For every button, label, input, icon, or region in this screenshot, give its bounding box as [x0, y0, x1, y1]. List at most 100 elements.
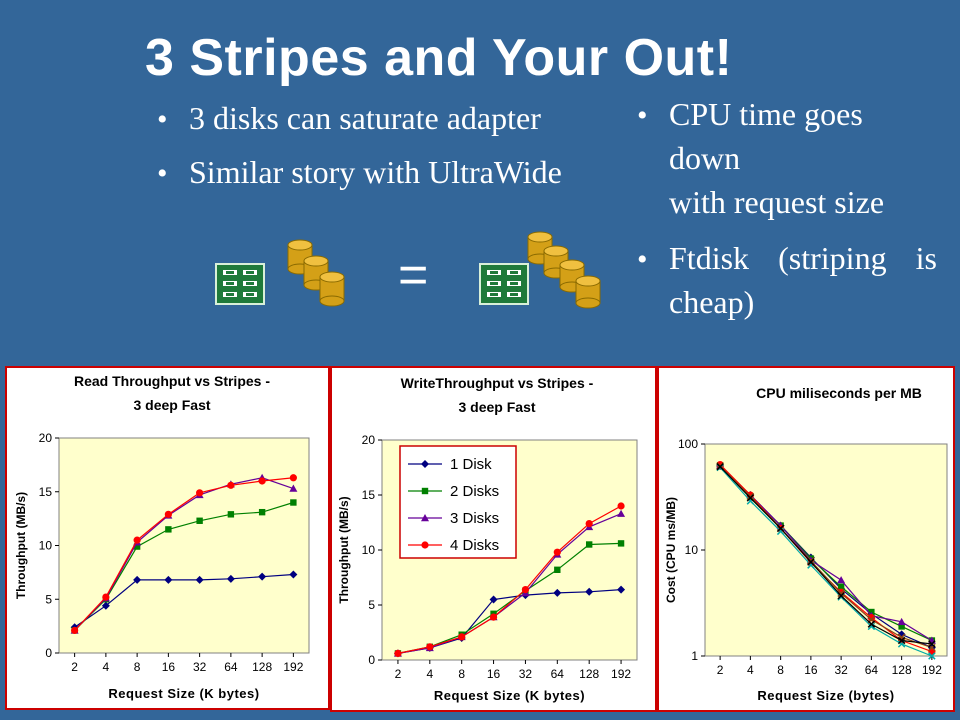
x-tick-label: 2 [395, 667, 402, 681]
data-point [227, 511, 235, 518]
y-tick-label: 0 [45, 646, 52, 660]
series-line [719, 465, 933, 649]
x-tick-label: 8 [777, 663, 784, 677]
y-tick-label: 15 [39, 485, 53, 499]
y-tick-label: 10 [39, 539, 53, 553]
bullet-item: • Ftdisk (striping is cheap) [637, 236, 937, 324]
data-point [71, 626, 79, 635]
y-tick-label: 20 [362, 433, 376, 447]
cpu-cost-chart: CPU miliseconds per MB 1 10 100 2 4 8 16 32 64 128… [657, 366, 955, 712]
data-point [617, 509, 626, 517]
series-line [397, 505, 622, 654]
data-point [290, 499, 297, 506]
adapter-with-4-disks [479, 231, 601, 309]
data-point [421, 487, 429, 495]
x-tick-label: 192 [283, 660, 303, 674]
x-tick-label: 64 [551, 667, 565, 681]
data-point [617, 540, 625, 547]
x-tick-label: 4 [426, 667, 433, 681]
data-point [867, 614, 875, 622]
chart-title: Read Throughput vs Stripes - [74, 373, 270, 389]
x-tick-label: 16 [162, 660, 176, 674]
x-tick-label: 8 [134, 660, 141, 674]
y-axis-label: Throughput (MB/s) [337, 496, 351, 603]
bullet-dot: • [637, 99, 648, 132]
bullet-line: Ftdisk (striping is [669, 240, 937, 276]
data-point [421, 514, 429, 522]
legend: 1 Disk 2 Disks 3 Disks 4 Disks [399, 445, 517, 559]
data-point [807, 558, 815, 566]
bullet-line: cheap) [669, 284, 755, 320]
data-point [426, 643, 434, 651]
x-tick-label: 2 [71, 660, 78, 674]
cpu-cost-plot: CPU miliseconds per MB 1 10 100 2 4 8 16 32 64 128… [664, 385, 948, 703]
x-tick-label: 128 [892, 663, 912, 677]
data-point [898, 623, 905, 630]
plot-area [58, 437, 310, 654]
bullet-line: with request size [669, 184, 885, 220]
bullet-line: down [669, 140, 741, 176]
bullet-dot: • [157, 157, 168, 190]
x-tick-label: 32 [519, 667, 533, 681]
legend-label: 1 Disk [450, 456, 492, 473]
x-tick-label: 16 [804, 663, 818, 677]
read-throughput-chart: Read Throughput vs Stripes - 3 deep Fast 0… [5, 366, 330, 710]
right-bullet-list: • CPU time goes down with request size •… [637, 92, 937, 336]
data-point [258, 477, 266, 485]
data-point [227, 481, 235, 489]
x-axis-label: Request Size (K bytes) [108, 686, 259, 701]
x-tick-label: 128 [252, 660, 272, 674]
bullet-line: CPU time goes [669, 96, 863, 132]
data-point [928, 640, 936, 648]
series [716, 462, 936, 652]
series-line [719, 467, 933, 657]
data-point [521, 586, 530, 594]
x-axis-label: Request Size (bytes) [757, 688, 894, 703]
data-point [458, 633, 466, 641]
write-throughput-plot: WriteThroughput vs Stripes - 3 deep Fast 0… [337, 375, 638, 703]
y-tick-label: 10 [362, 543, 376, 557]
chart-title: 3 deep Fast [133, 397, 210, 413]
x-tick-label: 64 [865, 663, 879, 677]
y-tick-label: 10 [685, 543, 699, 557]
data-point [289, 570, 298, 579]
disk-stack-icon [527, 231, 601, 309]
write-throughput-chart: WriteThroughput vs Stripes - 3 deep Fast 0… [330, 366, 657, 712]
data-point [165, 526, 172, 533]
legend-label: 3 Disks [450, 510, 499, 527]
chart-title: CPU miliseconds per MB [756, 385, 922, 401]
data-point [489, 613, 498, 621]
data-point [133, 543, 141, 550]
series-line [719, 466, 932, 645]
series [71, 474, 297, 635]
x-tick-label: 192 [611, 667, 631, 681]
y-axis-label: Throughput (MB/s) [14, 492, 28, 599]
legend-label: 2 Disks [450, 483, 499, 500]
data-point [746, 492, 755, 501]
slide-title: 3 Stripes and Your Out! [145, 29, 733, 87]
series-line [74, 477, 294, 631]
y-axis-label: Cost (CPU ms/MB) [664, 497, 678, 603]
data-point [196, 517, 203, 524]
data-point [421, 460, 429, 468]
data-point [196, 489, 204, 497]
data-point [867, 622, 876, 631]
data-point [585, 541, 593, 548]
adapter-card-icon [479, 263, 529, 305]
x-tick-label: 64 [224, 660, 238, 674]
series [716, 463, 936, 648]
bullet-text: Similar story with UltraWide [189, 154, 562, 190]
bullet-dot: • [157, 103, 168, 136]
data-point [164, 510, 172, 518]
bullet-text: 3 disks can saturate adapter [189, 100, 541, 136]
x-tick-label: 16 [487, 667, 501, 681]
adapter-card-icon [215, 263, 265, 305]
data-point [102, 593, 110, 601]
data-point [807, 557, 815, 565]
plot-area [704, 443, 948, 657]
data-point [746, 494, 755, 502]
x-tick-label: 32 [834, 663, 848, 677]
data-point [553, 548, 561, 556]
data-point [897, 636, 906, 645]
x-tick-label: 8 [458, 667, 465, 681]
